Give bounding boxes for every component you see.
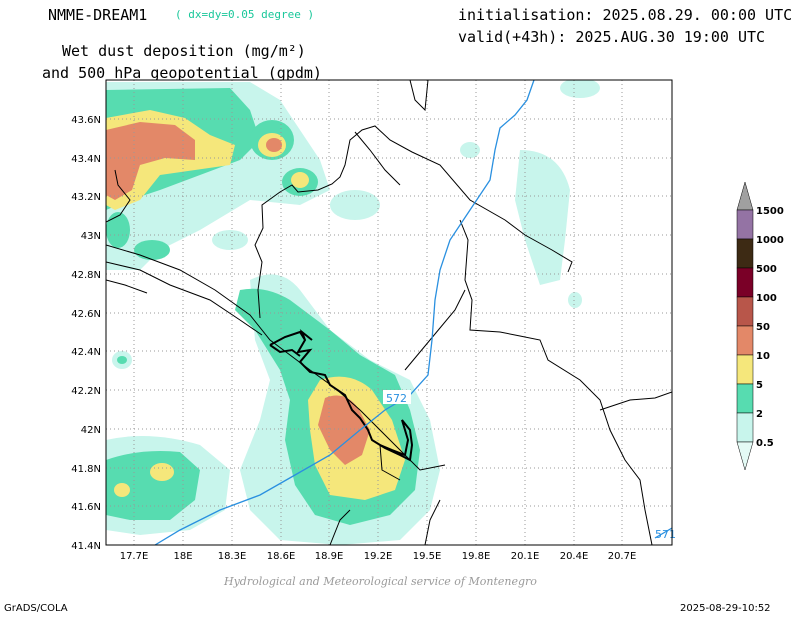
resolution-label: ( dx=dy=0.05 degree )	[175, 8, 315, 21]
lat-label: 41.6N	[71, 502, 101, 513]
lon-label: 17.7E	[120, 551, 149, 562]
colorbar-label: 5	[756, 380, 763, 391]
lat-label: 41.4N	[71, 541, 101, 552]
lat-label: 42.8N	[71, 270, 101, 281]
lat-label: 43N	[81, 231, 101, 242]
colorbar-bottom-arrow	[736, 441, 754, 471]
lon-label: 20.1E	[511, 551, 540, 562]
lon-label: 20.4E	[560, 551, 589, 562]
map-title-line1: Wet dust deposition (mg/m²)	[62, 42, 306, 60]
colorbar-label: 100	[756, 293, 777, 304]
colorbar-swatch	[736, 383, 754, 414]
lat-label: 42.2N	[71, 386, 101, 397]
geopotential-contour-572	[154, 80, 535, 545]
lat-label: 43.4N	[71, 154, 101, 165]
contour-label-571: 571	[655, 528, 676, 541]
valid-time: valid(+43h): 2025.AUG.30 19:00 UTC	[458, 28, 766, 46]
colorbar-swatch	[736, 267, 754, 298]
lon-label: 19.5E	[413, 551, 442, 562]
lon-label: 18E	[173, 551, 192, 562]
geopotential-contour-571	[654, 527, 672, 539]
colorbar-swatch	[736, 209, 754, 240]
colorbar-swatch	[736, 238, 754, 269]
colorbar-label: 0.5	[756, 438, 774, 449]
lon-label: 18.3E	[218, 551, 247, 562]
dust-deposition-field	[106, 80, 600, 545]
lat-lon-grid	[106, 80, 672, 545]
colorbar-label: 50	[756, 322, 770, 333]
colorbar-label: 1000	[756, 235, 784, 246]
lon-label: 19.2E	[364, 551, 393, 562]
colorbar-labels: 1500 1000 500 100 50 10 5 2 0.5	[756, 206, 784, 449]
lat-label: 41.8N	[71, 464, 101, 475]
lon-label: 20.7E	[608, 551, 637, 562]
longitude-labels: 17.7E 18E 18.3E 18.6E 18.9E 19.2E 19.5E …	[120, 551, 637, 562]
colorbar-swatch	[736, 296, 754, 327]
lat-label: 42.6N	[71, 309, 101, 320]
colorbar-label: 500	[756, 264, 777, 275]
lat-label: 42N	[81, 425, 101, 436]
lat-label: 42.4N	[71, 347, 101, 358]
model-name: NMME-DREAM1	[48, 6, 148, 24]
timestamp-label: 2025-08-29-10:52	[680, 603, 771, 614]
lon-label: 19.8E	[462, 551, 491, 562]
colorbar-swatch	[736, 412, 754, 443]
latitude-labels: 43.6N 43.4N 43.2N 43N 42.8N 42.6N 42.4N …	[71, 115, 101, 552]
colorbar-swatch	[736, 354, 754, 385]
colorbar-top-arrow	[736, 181, 754, 211]
lat-label: 43.2N	[71, 192, 101, 203]
software-label: GrADS/COLA	[4, 603, 68, 614]
lon-label: 18.9E	[315, 551, 344, 562]
colorbar-label: 10	[756, 351, 770, 362]
lat-label: 43.6N	[71, 115, 101, 126]
contour-label-572: 572	[386, 392, 407, 405]
montenegro-border	[269, 328, 414, 462]
colorbar-label: 1500	[756, 206, 784, 217]
colorbar-label: 2	[756, 409, 763, 420]
map-title-line2: and 500 hPa geopotential (gpdm)	[42, 64, 322, 82]
lon-label: 18.6E	[267, 551, 296, 562]
initialisation-time: initialisation: 2025.08.29. 00:00 UTC	[458, 6, 793, 24]
map-frame	[105, 79, 673, 546]
credit-text: Hydrological and Meteorological service …	[224, 575, 537, 588]
colorbar-swatch	[736, 325, 754, 356]
colorbar	[736, 181, 754, 471]
